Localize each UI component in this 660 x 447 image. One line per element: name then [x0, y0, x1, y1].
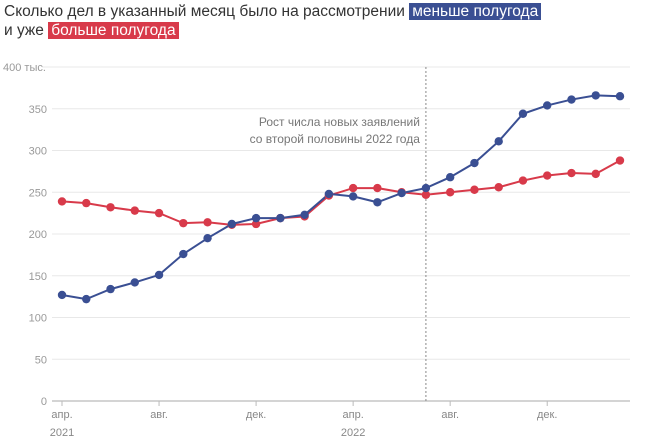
title-line2: и уже [4, 22, 44, 39]
data-point [591, 91, 600, 100]
data-point [518, 176, 528, 185]
data-point [543, 171, 552, 180]
data-point [324, 189, 334, 199]
y-tick-label: 0 [41, 396, 47, 408]
data-point [518, 109, 528, 118]
x-tick-label: авг. [150, 409, 168, 421]
x-tick-label: дек. [537, 409, 557, 421]
data-point [179, 249, 188, 259]
x-tick-label: апр. [343, 409, 364, 421]
data-point [179, 218, 188, 228]
data-point [543, 101, 552, 110]
data-point [397, 188, 406, 198]
data-point [567, 168, 576, 178]
data-point [82, 294, 91, 304]
data-point [227, 219, 237, 229]
data-point [470, 185, 479, 194]
data-point [348, 183, 358, 193]
y-tick-label: 300 [29, 146, 47, 158]
legend-less-tag: меньше полугода [409, 3, 542, 20]
x-tick-label: апр. [51, 409, 72, 421]
data-point [106, 284, 115, 294]
x-year-label: 2022 [341, 427, 365, 439]
title-line1: Сколько дел в указанный месяц было на ра… [4, 3, 405, 20]
y-tick-label: 200 [29, 229, 47, 241]
chart-title: Сколько дел в указанный месяц было на ра… [4, 2, 542, 40]
data-point [203, 233, 212, 243]
data-point [203, 218, 212, 227]
x-tick-label: авг. [441, 409, 459, 421]
y-tick-label: 250 [29, 187, 47, 199]
y-tick-label: 400 тыс. [3, 62, 46, 74]
data-point [82, 198, 91, 208]
data-point [130, 206, 139, 215]
legend-more-tag: больше полугода [48, 22, 179, 39]
data-point [251, 213, 261, 223]
data-point [154, 270, 164, 280]
data-point [615, 156, 625, 165]
annotation-text: со второй половины 2022 года [250, 132, 421, 146]
annotation-text: Рост числа новых заявлений [259, 115, 420, 129]
data-point [567, 95, 576, 104]
data-point [373, 183, 382, 193]
data-point [470, 158, 479, 168]
data-point [615, 92, 625, 101]
series-line [61, 94, 621, 301]
data-point [300, 210, 309, 219]
y-tick-label: 350 [29, 104, 47, 116]
y-tick-label: 50 [35, 354, 47, 366]
y-tick-label: 150 [29, 271, 47, 283]
data-point [421, 183, 431, 193]
data-point [445, 188, 455, 197]
data-point [494, 183, 503, 192]
data-point [591, 169, 600, 179]
data-point [57, 290, 67, 300]
data-point [154, 208, 164, 218]
data-point [106, 203, 115, 212]
x-tick-label: дек. [246, 409, 266, 421]
data-point [445, 173, 455, 182]
data-point [494, 137, 503, 146]
data-point [373, 198, 382, 207]
data-point [251, 219, 261, 229]
data-point [57, 197, 67, 206]
y-tick-label: 100 [29, 313, 47, 325]
data-point [130, 278, 139, 287]
data-point [276, 213, 285, 223]
data-point [348, 192, 358, 201]
x-year-label: 2021 [50, 427, 74, 439]
data-point [421, 190, 431, 199]
